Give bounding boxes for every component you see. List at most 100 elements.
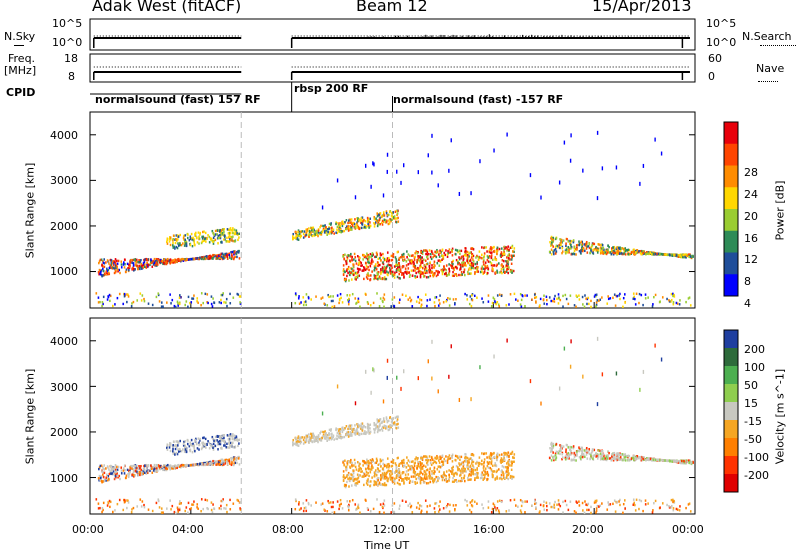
power-cell bbox=[481, 246, 483, 249]
power-cell bbox=[122, 261, 125, 264]
velocity-cell bbox=[217, 442, 220, 446]
power-cell bbox=[376, 271, 379, 275]
power-cell bbox=[416, 260, 418, 264]
velocity-cell bbox=[579, 447, 581, 451]
velocity-cell bbox=[233, 463, 235, 467]
velocity-cell bbox=[399, 483, 401, 486]
power-cell bbox=[324, 224, 326, 227]
velocity-cell bbox=[573, 458, 576, 462]
power-cell bbox=[459, 263, 462, 266]
velocity-cell bbox=[417, 461, 419, 464]
velocity-cell bbox=[373, 475, 376, 478]
velocity-cell bbox=[238, 463, 241, 466]
velocity-cell bbox=[385, 483, 388, 487]
velocity-cell bbox=[375, 423, 377, 426]
power-cell bbox=[103, 258, 106, 261]
velocity-cell bbox=[410, 475, 413, 478]
velocity-cell bbox=[102, 467, 105, 470]
power-cell bbox=[298, 230, 300, 234]
velocity-cell bbox=[463, 469, 465, 473]
power-cell bbox=[356, 267, 359, 270]
power-cell bbox=[339, 225, 341, 229]
velocity-cell bbox=[361, 470, 363, 473]
power-cell bbox=[670, 253, 672, 256]
velocity-cell bbox=[372, 459, 374, 462]
freq-label-2: [MHz] bbox=[4, 64, 37, 77]
power-cell bbox=[407, 253, 410, 256]
velocity-cell bbox=[611, 455, 613, 458]
velocity-cell bbox=[202, 441, 205, 444]
velocity-cell bbox=[300, 440, 303, 444]
power-cell bbox=[425, 267, 428, 270]
velocity-cell bbox=[453, 472, 456, 475]
power-cell bbox=[385, 212, 388, 215]
velocity-cell bbox=[415, 456, 417, 459]
power-cell bbox=[320, 233, 323, 236]
velocity-cell bbox=[118, 474, 121, 478]
power-cell bbox=[377, 271, 380, 274]
velocity-cell bbox=[383, 483, 385, 487]
velocity-cell bbox=[205, 446, 207, 449]
power-cell bbox=[369, 265, 372, 268]
velocity-cell bbox=[363, 483, 365, 487]
power-cell bbox=[353, 258, 355, 261]
velocity-cell bbox=[456, 473, 458, 476]
power-cell bbox=[98, 268, 101, 272]
power-cell bbox=[502, 268, 505, 271]
velocity-cell bbox=[508, 460, 511, 463]
power-cell bbox=[373, 265, 376, 268]
power-cell bbox=[373, 222, 375, 225]
power-cell bbox=[375, 255, 377, 258]
power-cell bbox=[384, 271, 387, 274]
power-cell bbox=[174, 238, 176, 241]
power-cell bbox=[354, 218, 356, 221]
velocity-cell bbox=[677, 461, 680, 464]
power-cell bbox=[367, 265, 369, 269]
power-cell bbox=[420, 262, 422, 265]
velocity-cell bbox=[191, 450, 194, 454]
velocity-cell bbox=[347, 460, 350, 463]
velocity-cell bbox=[483, 458, 486, 461]
power-cell bbox=[432, 266, 435, 269]
power-cell bbox=[351, 228, 353, 231]
power-cell bbox=[224, 238, 226, 241]
power-cell bbox=[233, 251, 236, 254]
velocity-cell bbox=[391, 476, 394, 480]
velocity-cell bbox=[478, 461, 481, 465]
power-cell bbox=[308, 227, 310, 230]
power-cell bbox=[416, 259, 418, 262]
velocity-cell bbox=[233, 457, 236, 460]
power-cell bbox=[488, 255, 491, 258]
power-cell bbox=[420, 250, 422, 254]
power-cell bbox=[454, 273, 457, 276]
power-cell bbox=[447, 252, 449, 255]
power-cell bbox=[463, 253, 466, 257]
power-cell bbox=[645, 253, 647, 256]
velocity-cell bbox=[346, 463, 349, 466]
velocity-cell bbox=[407, 459, 410, 462]
velocity-cell bbox=[472, 460, 475, 464]
velocity-cell bbox=[364, 474, 367, 478]
power-cell bbox=[416, 266, 419, 270]
velocity-cell bbox=[465, 460, 467, 463]
power-cell bbox=[218, 255, 220, 258]
velocity-cell bbox=[345, 466, 347, 469]
power-cell bbox=[330, 222, 332, 225]
velocity-cell bbox=[310, 433, 313, 436]
power-cell bbox=[426, 253, 429, 256]
velocity-cell bbox=[466, 464, 469, 467]
power-cell bbox=[465, 250, 468, 253]
velocity-cell bbox=[636, 455, 639, 458]
power-cell bbox=[298, 232, 301, 236]
velocity-cell bbox=[353, 429, 356, 432]
velocity-cell bbox=[319, 432, 321, 435]
velocity-cell bbox=[360, 432, 363, 436]
velocity-cell bbox=[366, 461, 368, 464]
power-cell bbox=[487, 256, 489, 259]
power-cell bbox=[415, 267, 418, 271]
power-cell bbox=[100, 273, 103, 276]
velocity-cell bbox=[368, 461, 370, 465]
velocity-cell bbox=[464, 455, 467, 459]
velocity-cell bbox=[416, 472, 419, 476]
velocity-cell bbox=[410, 466, 412, 469]
